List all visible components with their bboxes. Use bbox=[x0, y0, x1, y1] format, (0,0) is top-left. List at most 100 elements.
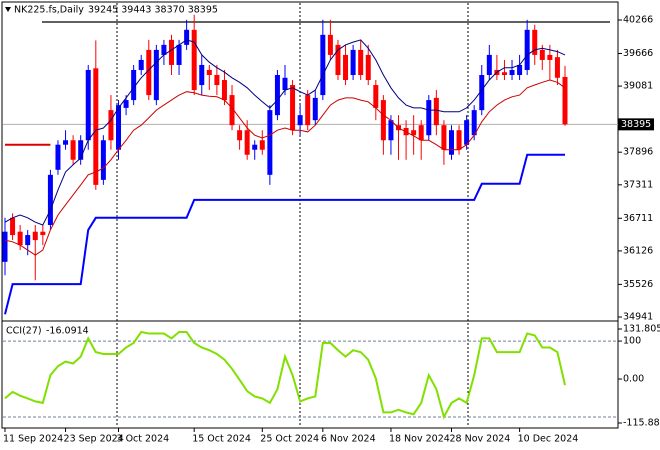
candle-body bbox=[131, 69, 137, 101]
x-tick-label: 18 Nov 2024 bbox=[389, 434, 450, 445]
candle-body bbox=[297, 115, 303, 126]
x-tick-label: 28 Nov 2024 bbox=[449, 434, 510, 445]
candle-body bbox=[32, 231, 38, 241]
candle-body bbox=[108, 110, 114, 141]
indicator-line bbox=[4, 39, 566, 226]
y-tick-label: 39666 bbox=[623, 48, 653, 59]
candle-body bbox=[312, 97, 318, 121]
candle-body bbox=[471, 110, 477, 136]
candle-body bbox=[411, 130, 417, 136]
candle-body bbox=[63, 140, 69, 145]
price-label-box bbox=[618, 118, 654, 131]
x-tick-label: 6 Nov 2024 bbox=[321, 434, 376, 445]
candle-body bbox=[267, 110, 273, 175]
candle-body bbox=[433, 97, 439, 126]
y-tick-label: 100 bbox=[623, 336, 641, 347]
candle-body bbox=[153, 49, 159, 101]
candle-body bbox=[501, 72, 507, 75]
candle-body bbox=[199, 64, 205, 86]
candle-body bbox=[426, 100, 432, 136]
candle-body bbox=[274, 74, 280, 116]
candle-body bbox=[524, 29, 530, 70]
y-tick-label: 34941 bbox=[623, 311, 653, 322]
y-tick-label: 40266 bbox=[623, 15, 653, 26]
candle-body bbox=[486, 54, 492, 75]
candle-body bbox=[358, 49, 364, 75]
symbol-icon bbox=[5, 7, 11, 12]
indicator-value: -16.0914 bbox=[46, 326, 89, 337]
candle-body bbox=[479, 74, 485, 111]
candle-body bbox=[10, 217, 16, 236]
candle-body bbox=[252, 144, 258, 150]
ohlc-label: 39245 39443 38370 38395 bbox=[88, 5, 218, 16]
candle-body bbox=[509, 69, 515, 75]
candle-body bbox=[206, 69, 212, 75]
indicator-line bbox=[4, 79, 566, 256]
candle-body bbox=[229, 95, 235, 126]
y-tick-label: 131.805 bbox=[623, 324, 660, 335]
y-tick-label: 36126 bbox=[623, 245, 653, 256]
candle-body bbox=[85, 69, 91, 141]
candle-body bbox=[100, 140, 106, 180]
y-tick-label: 0.00 bbox=[623, 374, 644, 385]
x-tick-label: 10 Dec 2024 bbox=[518, 434, 579, 445]
candle-body bbox=[146, 49, 152, 96]
candle-body bbox=[244, 130, 250, 155]
candle-body bbox=[2, 231, 8, 262]
price-label: 38395 bbox=[621, 119, 651, 130]
y-tick-label: 35526 bbox=[623, 279, 653, 290]
candle-body bbox=[380, 100, 386, 141]
plot-frame bbox=[1, 1, 619, 429]
candle-body bbox=[547, 54, 553, 60]
candle-body bbox=[290, 85, 296, 131]
candle-body bbox=[365, 54, 371, 81]
chart-title: NK225.fs,Daily bbox=[14, 5, 84, 16]
candle-body bbox=[464, 120, 470, 145]
candle-body bbox=[350, 49, 356, 75]
candle-body bbox=[138, 59, 144, 70]
candle-body bbox=[335, 44, 341, 75]
candle-body bbox=[441, 125, 447, 150]
y-tick-label: 36711 bbox=[623, 213, 653, 224]
candle-body bbox=[388, 120, 394, 141]
x-tick-label: 25 Oct 2024 bbox=[260, 434, 319, 445]
candle-body bbox=[259, 140, 265, 150]
candle-body bbox=[55, 144, 61, 170]
candle-body bbox=[532, 29, 538, 55]
candle-body bbox=[448, 130, 454, 155]
indicator-title: CCI(27) bbox=[6, 326, 42, 337]
candle-body bbox=[25, 235, 31, 246]
x-tick-label: 11 Sep 2024 bbox=[3, 434, 63, 445]
candle-body bbox=[40, 231, 46, 236]
y-tick-label: 39081 bbox=[623, 81, 653, 92]
candle-body bbox=[562, 76, 568, 125]
candle-body bbox=[282, 77, 288, 91]
candle-body bbox=[517, 64, 523, 75]
candle-body bbox=[327, 34, 333, 55]
candle-body bbox=[343, 54, 349, 81]
candle-body bbox=[176, 44, 182, 65]
candle-body bbox=[17, 231, 23, 246]
y-tick-label: -115.88 bbox=[623, 418, 660, 429]
candle-body bbox=[47, 174, 53, 226]
candle-body bbox=[320, 34, 326, 96]
candle-body bbox=[184, 29, 190, 45]
x-tick-label: 15 Oct 2024 bbox=[192, 434, 251, 445]
candle-body bbox=[116, 105, 122, 150]
candle-body bbox=[70, 140, 76, 160]
period-separators bbox=[116, 3, 469, 427]
candle-body bbox=[191, 29, 197, 91]
y-tick-label: 37896 bbox=[623, 147, 653, 158]
candle-body bbox=[168, 39, 174, 65]
candle-body bbox=[554, 57, 560, 78]
candle-body bbox=[237, 130, 243, 141]
candle-body bbox=[539, 49, 545, 60]
candle-body bbox=[214, 74, 220, 86]
cci-line bbox=[4, 330, 566, 420]
candle-body bbox=[93, 68, 99, 185]
candle-body bbox=[418, 125, 424, 141]
candle-body bbox=[123, 100, 129, 108]
candle-body bbox=[221, 80, 227, 101]
y-tick-label: 37311 bbox=[623, 179, 653, 190]
